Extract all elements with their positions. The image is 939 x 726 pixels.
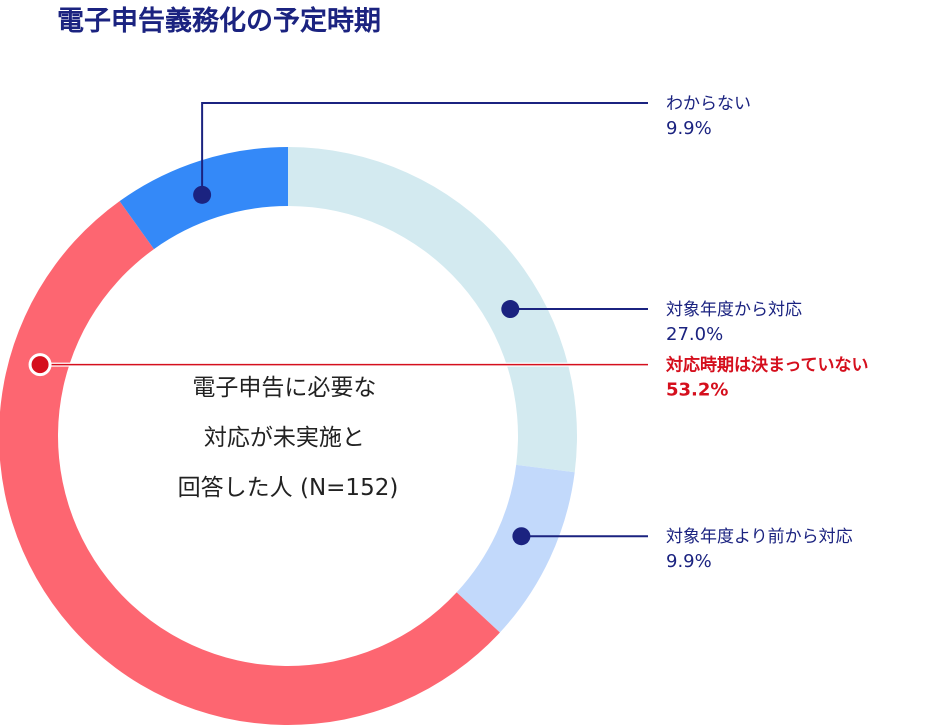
donut-slice-3 (0, 201, 500, 725)
slice-label-3: 対応時期は決まっていない (665, 355, 868, 376)
center-label: 電子申告に必要な 対応が未実施と 回答した人 (N=152) (178, 375, 399, 501)
leader-dot-4 (193, 185, 212, 204)
leader-dot-3 (28, 353, 52, 377)
slice-labels: 対象年度から対応 27.0% 対象年度より前から対応 9.9% 対応時期は決まっていない… (665, 94, 868, 572)
slice-value-3: 53.2% (666, 380, 728, 401)
slice-value-2: 9.9% (666, 551, 712, 572)
leader-lines (28, 102, 648, 546)
donut-slice-2 (456, 464, 575, 633)
slice-label-2: 対象年度より前から対応 (666, 527, 853, 547)
slice-value-1: 27.0% (666, 324, 723, 345)
leader-line-4 (201, 102, 648, 195)
slice-label-4: わからない (666, 94, 751, 114)
center-label-line-2: 対応が未実施と (204, 425, 365, 451)
center-label-line-1: 電子申告に必要な (192, 375, 376, 401)
slice-value-4: 9.9% (666, 118, 712, 139)
slice-label-1: 対象年度から対応 (666, 300, 802, 320)
chart-title: 電子申告義務化の予定時期 (57, 5, 381, 37)
leader-dot-2 (512, 527, 531, 546)
center-label-line-3: 回答した人 (N=152) (178, 475, 399, 501)
leader-dot-1 (501, 300, 520, 319)
